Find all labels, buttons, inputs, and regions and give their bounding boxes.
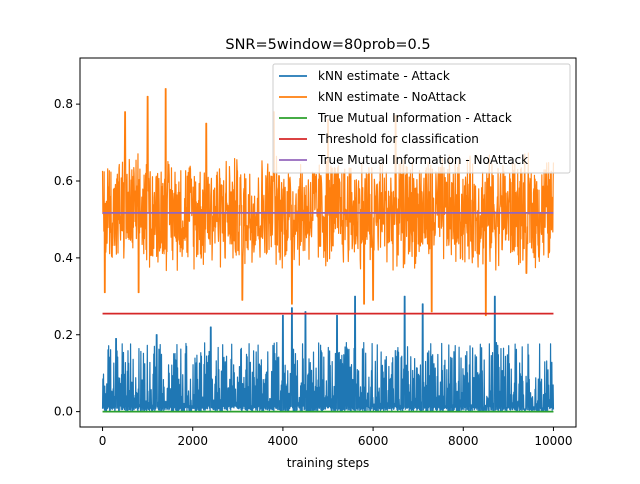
constant-layer [102,212,554,413]
x-tick-label: 10000 [534,434,572,448]
x-tick-label: 6000 [358,434,389,448]
legend-entry: True Mutual Information - NoAttack [279,153,528,167]
legend-label: Threshold for classification [317,132,479,146]
x-tick-label: 0 [99,434,107,448]
series-line [101,295,555,413]
legend-entry: Threshold for classification [279,132,479,146]
legend-box [272,63,571,174]
x-axis: 0 2000 4000 6000 8000 10000 [99,427,573,448]
legend-label: kNN estimate - NoAttack [318,90,466,104]
x-tick-label: 4000 [268,434,299,448]
x-tick-label: 2000 [177,434,208,448]
legend: kNN estimate - Attack kNN estimate - NoA… [272,63,571,174]
plot-frame [79,57,577,428]
legend-entry: kNN estimate - Attack [279,69,450,83]
y-tick-label: 0.4 [54,251,73,265]
legend-label: kNN estimate - Attack [318,69,450,83]
plot-area [101,88,555,413]
legend-entry: True Mutual Information - Attack [279,111,512,125]
legend-label: True Mutual Information - NoAttack [317,153,528,167]
legend-label: True Mutual Information - Attack [317,111,512,125]
y-tick-label: 0.2 [54,328,73,342]
legend-entry: kNN estimate - NoAttack [279,90,466,104]
x-axis-label: training steps [287,456,370,470]
x-tick-label: 8000 [448,434,479,448]
y-tick-label: 0.0 [54,405,73,419]
y-tick-label: 0.8 [54,97,73,111]
y-axis: 0.0 0.2 0.4 0.6 0.8 [54,97,80,419]
y-tick-label: 0.6 [54,174,73,188]
chart-title: SNR=5window=80prob=0.5 [225,37,430,53]
